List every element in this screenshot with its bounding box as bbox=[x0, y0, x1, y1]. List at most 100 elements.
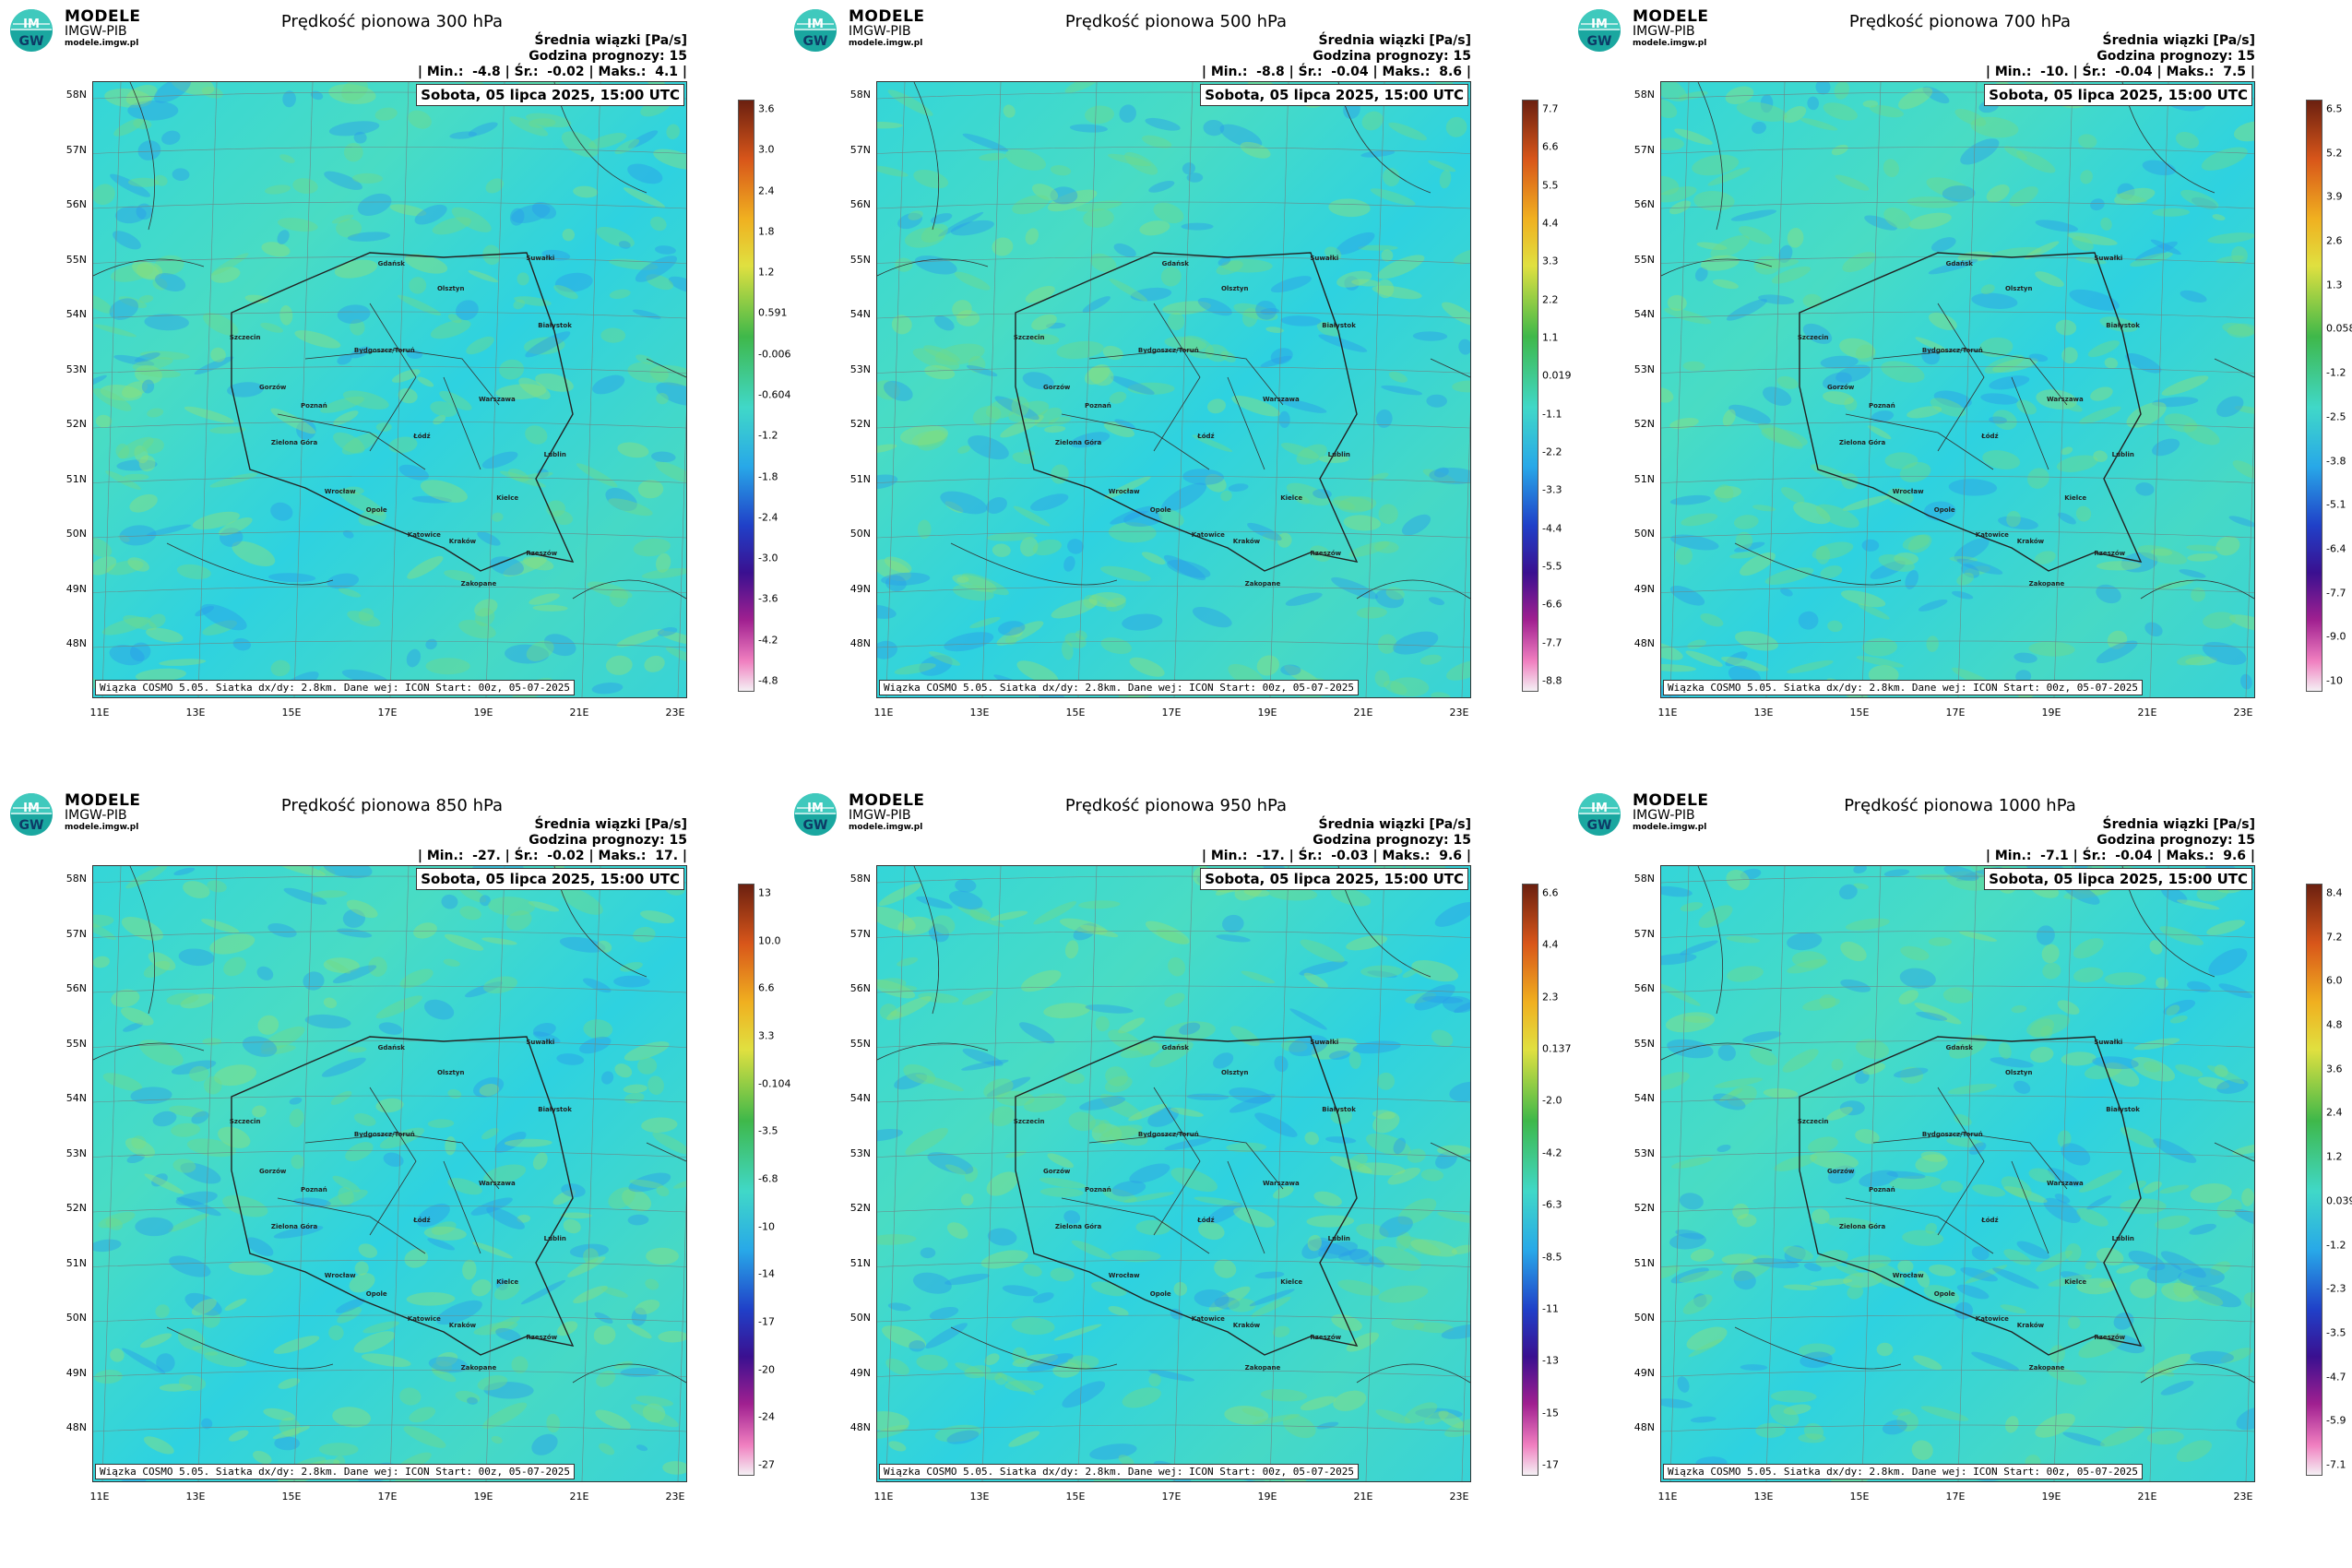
colorbar-tick-label: 1.1 bbox=[1542, 331, 1559, 344]
city-label: Kraków bbox=[1232, 537, 1261, 545]
logo-title: MODELE bbox=[1633, 791, 1709, 810]
map-graticule bbox=[877, 82, 1470, 697]
colorbar-tick-label: 7.2 bbox=[2326, 931, 2343, 944]
latitude-label: 54N bbox=[65, 308, 87, 320]
latitude-label: 55N bbox=[65, 253, 87, 266]
city-label: Wrocław bbox=[1108, 488, 1140, 496]
model-info-footer: Wiązka COSMO 5.05. Siatka dx/dy: 2.8km. … bbox=[1663, 1464, 2143, 1479]
logo-url: modele.imgw.pl bbox=[1633, 823, 1707, 832]
city-label: Warszawa bbox=[2046, 396, 2084, 404]
model-info-footer: Wiązka COSMO 5.05. Siatka dx/dy: 2.8km. … bbox=[1663, 680, 2143, 695]
city-label: Poznań bbox=[1085, 401, 1111, 410]
colorbar-tick-label: 13 bbox=[758, 886, 771, 899]
stats-line: | Min.: -10. | Śr.: -0.04 | Maks.: 7.5 | bbox=[1985, 65, 2255, 79]
longitude-label: 19E bbox=[473, 707, 493, 719]
colorbar-tick-label: 0.591 bbox=[758, 306, 788, 319]
city-label: Poznań bbox=[1869, 1185, 1895, 1194]
city-label: Lublin bbox=[543, 451, 566, 459]
map-graticule bbox=[93, 866, 686, 1481]
longitude-label: 23E bbox=[1449, 707, 1469, 719]
city-label: Kielce bbox=[2064, 493, 2087, 502]
colorbar-tick-label: 4.4 bbox=[1542, 217, 1559, 230]
colorbar bbox=[2306, 884, 2322, 1476]
city-label: Gorzów bbox=[259, 383, 287, 391]
city-label: Katowice bbox=[1975, 530, 2009, 539]
latitude-label: 58N bbox=[849, 873, 871, 885]
colorbar-tick-label: 6.5 bbox=[2326, 102, 2343, 115]
longitude-label: 11E bbox=[873, 1491, 894, 1503]
city-label: Bydgoszcz/Toruń bbox=[1921, 346, 1983, 354]
imgw-logo-icon: IM GW bbox=[1578, 9, 1621, 52]
map-graticule bbox=[1661, 866, 2254, 1481]
svg-text:GW: GW bbox=[19, 818, 44, 833]
colorbar-tick-label: 4.4 bbox=[1542, 938, 1559, 951]
colorbar-tick-label: -0.006 bbox=[758, 348, 791, 361]
colorbar-tick-label: 1.2 bbox=[758, 266, 775, 279]
city-label: Poznań bbox=[1085, 1185, 1111, 1194]
longitude-label: 23E bbox=[2233, 707, 2253, 719]
city-label: Suwałki bbox=[526, 1038, 555, 1046]
city-label: Gdańsk bbox=[1945, 260, 1973, 268]
city-label: Poznań bbox=[301, 1185, 327, 1194]
imgw-logo: IM GW MODELE IMGW-PIB modele.imgw.pl bbox=[6, 791, 144, 837]
forecast-hour: Godzina prognozy: 15 bbox=[2097, 833, 2255, 848]
city-label: Białystok bbox=[2106, 322, 2140, 330]
stats-line: | Min.: -7.1 | Śr.: -0.04 | Maks.: 9.6 | bbox=[1985, 849, 2255, 863]
longitude-label: 15E bbox=[1849, 707, 1870, 719]
colorbar-tick-label: -2.0 bbox=[1542, 1094, 1562, 1107]
city-label: Białystok bbox=[1322, 1106, 1356, 1114]
forecast-hour: Godzina prognozy: 15 bbox=[2097, 49, 2255, 64]
longitude-label: 23E bbox=[665, 1491, 685, 1503]
latitude-label: 58N bbox=[849, 89, 871, 101]
longitude-label: 11E bbox=[1657, 1491, 1678, 1503]
latitude-label: 49N bbox=[1633, 582, 1655, 595]
latitude-label: 55N bbox=[65, 1037, 87, 1050]
city-label: Kraków bbox=[448, 1321, 477, 1329]
longitude-label: 17E bbox=[1161, 707, 1182, 719]
forecast-hour: Godzina prognozy: 15 bbox=[1313, 833, 1471, 848]
city-label: Bydgoszcz/Toruń bbox=[353, 1130, 415, 1138]
latitude-label: 48N bbox=[849, 637, 871, 649]
city-label: Kielce bbox=[1280, 1277, 1303, 1286]
longitude-label: 21E bbox=[569, 707, 589, 719]
logo-subtitle: IMGW-PIB bbox=[65, 808, 127, 823]
city-label: Szczecin bbox=[1797, 1118, 1829, 1126]
colorbar-tick-label: -1.8 bbox=[758, 470, 778, 483]
forecast-date: Sobota, 05 lipca 2025, 15:00 UTC bbox=[416, 84, 684, 106]
colorbar-tick-label: -24 bbox=[758, 1410, 775, 1423]
colorbar-tick-label: 0.058 bbox=[2326, 322, 2352, 335]
svg-text:IM: IM bbox=[1591, 18, 1608, 31]
colorbar-tick-label: 2.2 bbox=[1542, 293, 1559, 306]
colorbar-tick-label: -11 bbox=[1542, 1302, 1559, 1315]
colorbar-tick-label: -2.4 bbox=[758, 511, 778, 524]
logo-url: modele.imgw.pl bbox=[849, 823, 923, 832]
city-label: Lublin bbox=[1327, 1235, 1350, 1243]
logo-title: MODELE bbox=[65, 7, 141, 26]
city-label: Opole bbox=[1933, 506, 1955, 515]
longitude-label: 23E bbox=[1449, 1491, 1469, 1503]
city-label: Katowice bbox=[1191, 530, 1225, 539]
colorbar-tick-label: 3.6 bbox=[758, 102, 775, 115]
latitude-label: 55N bbox=[1633, 1037, 1655, 1050]
city-label: Szczecin bbox=[229, 334, 261, 342]
longitude-label: 21E bbox=[2137, 707, 2157, 719]
city-label: Białystok bbox=[538, 322, 572, 330]
latitude-label: 48N bbox=[65, 1421, 87, 1433]
longitude-label: 17E bbox=[377, 1491, 398, 1503]
colorbar-tick-label: -4.4 bbox=[1542, 522, 1562, 535]
forecast-date: Sobota, 05 lipca 2025, 15:00 UTC bbox=[416, 868, 684, 890]
latitude-label: 52N bbox=[1633, 418, 1655, 430]
colorbar-tick-label: -14 bbox=[758, 1267, 775, 1280]
svg-text:IM: IM bbox=[807, 802, 824, 815]
longitude-label: 19E bbox=[2041, 1491, 2061, 1503]
colorbar-tick-label: -10 bbox=[758, 1220, 775, 1233]
city-label: Olsztyn bbox=[1220, 285, 1249, 293]
city-label: Gorzów bbox=[1043, 1167, 1071, 1175]
city-label: Zakopane bbox=[2028, 1364, 2065, 1372]
city-label: Suwałki bbox=[526, 254, 555, 262]
latitude-label: 54N bbox=[849, 308, 871, 320]
colorbar-tick-label: 6.6 bbox=[1542, 886, 1559, 899]
colorbar-tick-label: -1.2 bbox=[2326, 366, 2346, 379]
colorbar-tick-label: 1.3 bbox=[2326, 279, 2343, 291]
city-label: Kielce bbox=[496, 1277, 519, 1286]
